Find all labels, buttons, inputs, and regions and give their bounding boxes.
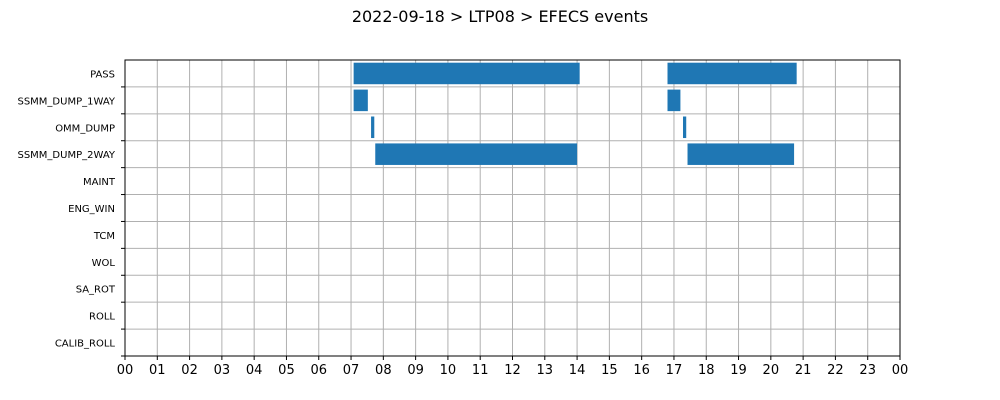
x-tick-label: 15 (601, 363, 618, 378)
y-tick-label: WOL (92, 258, 116, 269)
x-tick-label: 18 (698, 363, 715, 378)
event-bar (375, 143, 578, 165)
y-tick-label: SSMM_DUMP_1WAY (17, 96, 115, 107)
y-tick-label: CALIB_ROLL (55, 339, 116, 350)
y-tick-label: ENG_WIN (68, 204, 115, 215)
x-tick-label: 14 (569, 363, 586, 378)
x-tick-label: 05 (278, 363, 295, 378)
x-tick-label: 13 (537, 363, 554, 378)
event-bar (683, 116, 687, 139)
x-tick-label: 11 (472, 363, 489, 378)
x-tick-label: 23 (859, 363, 876, 378)
x-tick-label: 01 (149, 363, 166, 378)
y-tick-label: OMM_DUMP (55, 123, 115, 134)
y-tick-label: PASS (90, 69, 115, 80)
x-tick-label: 00 (117, 363, 134, 378)
event-bar (667, 62, 797, 85)
event-bar (687, 143, 795, 165)
x-tick-label: 21 (795, 363, 812, 378)
x-tick-label: 10 (440, 363, 457, 378)
event-bar (371, 116, 375, 139)
x-tick-label: 00 (892, 363, 909, 378)
x-tick-label: 03 (214, 363, 231, 378)
event-bar (667, 89, 681, 112)
event-bars (353, 62, 797, 165)
x-tick-label: 02 (181, 363, 198, 378)
y-tick-label: MAINT (83, 177, 116, 188)
x-tick-label: 06 (310, 363, 327, 378)
chart-title: 2022-09-18 > LTP08 > EFECS events (352, 7, 648, 26)
x-tick-label: 16 (633, 363, 650, 378)
x-axis: 00 01 02 03 04 05 06 07 08 09 10 11 12 13 14 15 16 17 18 19… (117, 356, 909, 378)
x-tick-label: 22 (827, 363, 844, 378)
event-bar (353, 62, 580, 85)
x-tick-label: 04 (246, 363, 263, 378)
y-tick-label: SA_ROT (76, 285, 116, 296)
x-tick-label: 12 (504, 363, 521, 378)
x-tick-label: 07 (343, 363, 360, 378)
x-tick-label: 17 (666, 363, 683, 378)
y-axis: PASS SSMM_DUMP_1WAY OMM_DUMP SSMM_DUMP_2WAY… (17, 69, 125, 357)
x-tick-label: 09 (407, 363, 424, 378)
y-tick-label: SSMM_DUMP_2WAY (17, 150, 115, 161)
x-tick-label: 08 (375, 363, 392, 378)
x-tick-label: 19 (730, 363, 747, 378)
x-tick-label: 20 (763, 363, 780, 378)
y-tick-label: TCM (93, 231, 115, 242)
grid (124, 60, 901, 357)
event-bar (353, 89, 368, 112)
y-tick-label: ROLL (89, 312, 115, 323)
